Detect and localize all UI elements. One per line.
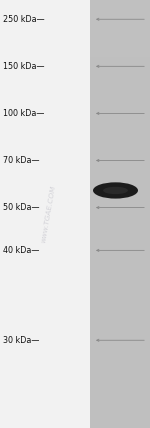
Text: 250 kDa—: 250 kDa— bbox=[3, 15, 45, 24]
Bar bbox=[90, 328, 150, 342]
Bar bbox=[90, 86, 150, 100]
Text: 50 kDa—: 50 kDa— bbox=[3, 203, 39, 212]
Bar bbox=[90, 57, 150, 71]
Bar bbox=[90, 357, 150, 371]
Bar bbox=[90, 300, 150, 314]
Bar bbox=[90, 171, 150, 185]
Ellipse shape bbox=[93, 182, 138, 199]
Bar bbox=[90, 71, 150, 86]
Bar bbox=[90, 371, 150, 385]
Bar bbox=[90, 100, 150, 114]
Bar bbox=[90, 43, 150, 57]
Bar bbox=[90, 228, 150, 243]
Bar bbox=[90, 385, 150, 399]
Bar bbox=[90, 185, 150, 200]
Bar bbox=[0, 0, 90, 428]
Bar bbox=[90, 0, 150, 14]
Bar bbox=[90, 14, 150, 29]
Bar bbox=[90, 271, 150, 285]
Bar bbox=[90, 314, 150, 328]
Bar bbox=[90, 243, 150, 257]
Text: 70 kDa—: 70 kDa— bbox=[3, 156, 39, 165]
Text: 100 kDa—: 100 kDa— bbox=[3, 109, 44, 118]
Bar bbox=[90, 29, 150, 43]
Ellipse shape bbox=[103, 187, 128, 194]
Bar bbox=[90, 114, 150, 128]
Text: 150 kDa—: 150 kDa— bbox=[3, 62, 45, 71]
Text: 40 kDa—: 40 kDa— bbox=[3, 246, 39, 255]
Bar bbox=[90, 285, 150, 300]
Bar bbox=[90, 414, 150, 428]
Text: 30 kDa—: 30 kDa— bbox=[3, 336, 39, 345]
Bar bbox=[90, 143, 150, 157]
Bar bbox=[90, 200, 150, 214]
Bar bbox=[90, 399, 150, 414]
Bar bbox=[90, 257, 150, 271]
Bar bbox=[90, 128, 150, 143]
Bar bbox=[90, 342, 150, 357]
Bar bbox=[90, 0, 150, 428]
Text: www.TGAE.COM: www.TGAE.COM bbox=[40, 185, 56, 243]
Bar bbox=[90, 157, 150, 171]
Bar bbox=[90, 214, 150, 228]
